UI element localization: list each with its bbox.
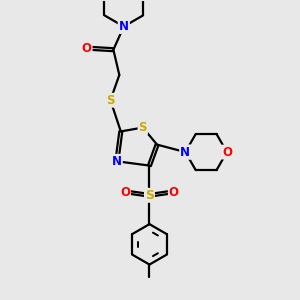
Text: N: N <box>180 146 190 159</box>
Text: O: O <box>120 186 130 199</box>
Text: S: S <box>145 189 154 202</box>
Text: N: N <box>119 20 129 33</box>
Text: O: O <box>222 146 232 159</box>
Text: N: N <box>112 155 122 168</box>
Text: O: O <box>169 186 179 199</box>
Text: N: N <box>119 20 129 33</box>
Text: S: S <box>106 94 115 107</box>
Text: S: S <box>139 121 147 134</box>
Text: N: N <box>180 146 190 159</box>
Text: O: O <box>82 42 92 55</box>
